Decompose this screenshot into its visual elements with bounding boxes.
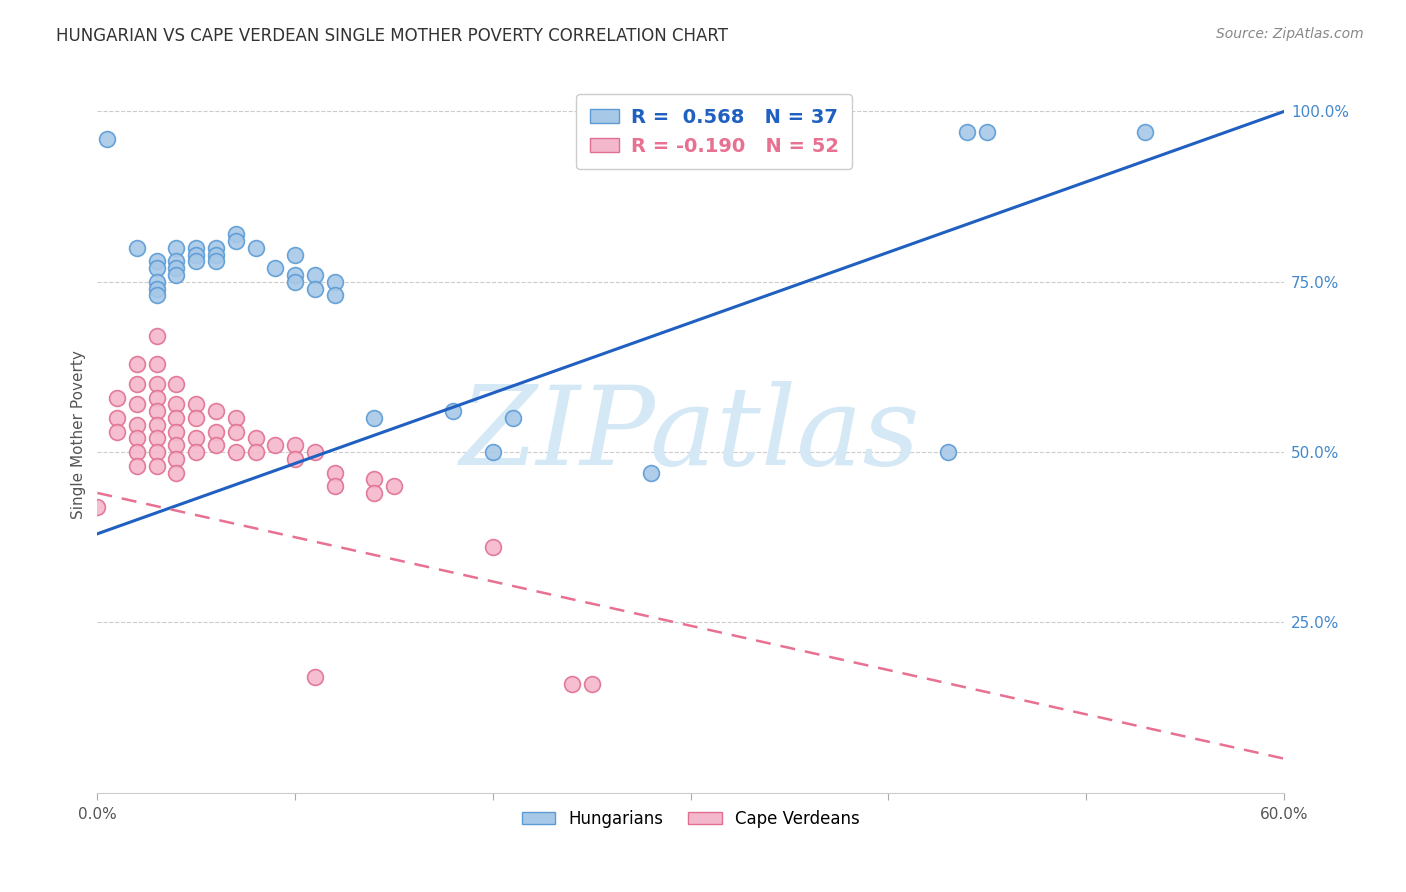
Point [105,425,128,439]
Point [165,376,187,391]
Point [125,432,148,446]
Point [145,376,167,391]
Point [186,432,208,446]
Point [125,458,148,473]
Point [363,411,385,425]
Point [145,288,167,302]
Point [264,261,287,276]
Point [976,125,998,139]
Point [245,241,267,255]
Point [165,254,187,268]
Point [165,261,187,276]
Point [125,357,148,371]
Point [145,404,167,418]
Point [225,227,247,241]
Point [145,432,167,446]
Point [205,425,228,439]
Point [145,254,167,268]
Text: HUNGARIAN VS CAPE VERDEAN SINGLE MOTHER POVERTY CORRELATION CHART: HUNGARIAN VS CAPE VERDEAN SINGLE MOTHER … [56,27,728,45]
Point [125,445,148,459]
Point [145,329,167,343]
Point [145,261,167,276]
Point [284,268,307,282]
Point [304,282,326,296]
Point [145,417,167,432]
Point [96,132,118,146]
Point [165,411,187,425]
Point [225,411,247,425]
Point [323,275,346,289]
Legend: Hungarians, Cape Verdeans: Hungarians, Cape Verdeans [515,803,866,834]
Point [205,241,228,255]
Point [304,670,326,684]
Point [581,676,603,690]
Point [165,451,187,466]
Y-axis label: Single Mother Poverty: Single Mother Poverty [72,351,86,519]
Point [186,445,208,459]
Point [186,411,208,425]
Point [225,234,247,248]
Point [145,391,167,405]
Text: Source: ZipAtlas.com: Source: ZipAtlas.com [1216,27,1364,41]
Point [145,458,167,473]
Point [186,247,208,261]
Point [125,376,148,391]
Point [1135,125,1157,139]
Point [186,241,208,255]
Point [284,275,307,289]
Point [205,247,228,261]
Point [125,417,148,432]
Point [264,438,287,452]
Point [936,445,959,459]
Point [225,425,247,439]
Point [205,404,228,418]
Point [441,404,464,418]
Point [105,411,128,425]
Point [502,411,524,425]
Point [363,486,385,500]
Point [145,282,167,296]
Point [145,357,167,371]
Point [323,466,346,480]
Point [165,241,187,255]
Point [86,500,108,514]
Point [304,445,326,459]
Point [105,391,128,405]
Point [165,397,187,411]
Point [165,425,187,439]
Point [956,125,979,139]
Point [205,438,228,452]
Text: ZIPatlas: ZIPatlas [460,381,921,489]
Point [284,438,307,452]
Point [205,254,228,268]
Point [145,445,167,459]
Point [245,432,267,446]
Point [125,241,148,255]
Point [363,472,385,486]
Point [186,397,208,411]
Point [245,445,267,459]
Point [304,268,326,282]
Point [382,479,405,493]
Point [561,676,583,690]
Point [323,479,346,493]
Point [165,438,187,452]
Point [482,541,505,555]
Point [125,397,148,411]
Point [323,288,346,302]
Point [482,445,505,459]
Point [165,466,187,480]
Point [165,268,187,282]
Point [145,275,167,289]
Point [284,451,307,466]
Point [284,247,307,261]
Point [186,254,208,268]
Point [640,466,662,480]
Point [225,445,247,459]
